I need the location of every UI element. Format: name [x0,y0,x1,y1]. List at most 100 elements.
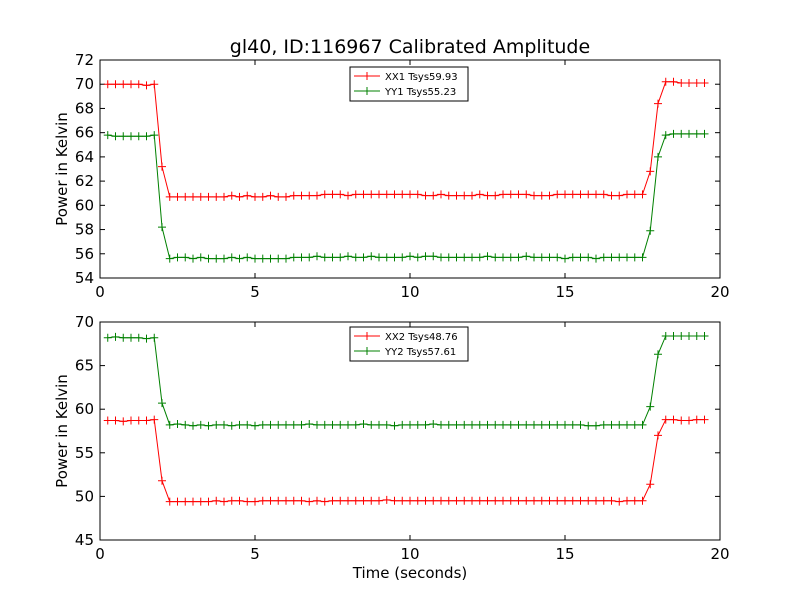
data-point [367,252,376,261]
data-point [452,253,461,262]
data-point [336,496,345,505]
data-point [599,253,608,262]
data-point [150,131,159,140]
data-point [654,431,662,440]
x-tick-label: 0 [95,283,105,301]
data-point [437,420,445,429]
data-point [685,331,693,340]
data-point [638,496,647,505]
data-point [359,496,368,505]
y-tick-label: 66 [75,124,94,142]
data-point [251,192,259,201]
data-point [367,420,376,429]
data-point [421,191,430,200]
data-point [661,77,670,86]
data-point [615,191,624,200]
data-point [429,496,438,505]
data-point [692,331,701,340]
data-point [289,496,298,505]
data-point [220,497,228,506]
data-point [320,190,329,199]
data-point [204,421,213,430]
data-point [189,497,197,506]
data-point [367,190,376,199]
data-point [599,420,608,429]
data-point [615,420,624,429]
data-point [235,496,244,505]
data-point [553,190,562,199]
data-point [220,254,228,263]
data-point [592,254,600,263]
data-point [328,420,337,429]
data-point [654,350,662,359]
data-point [103,416,112,425]
data-point [359,190,368,199]
y-tick-label: 56 [75,245,94,263]
data-point [638,253,647,262]
y-tick-label: 60 [75,196,94,214]
data-point [390,253,399,262]
data-point [623,190,631,199]
data-point [530,191,538,200]
y-tick-label: 70 [75,313,94,331]
data-point [468,496,476,505]
x-tick-label: 15 [555,283,574,301]
data-point [514,496,523,505]
data-point [111,332,120,341]
data-point [243,253,252,262]
data-point [305,497,314,506]
data-point [390,496,399,505]
data-point [623,496,631,505]
y-tick-label: 50 [75,487,94,505]
data-point [150,80,159,89]
data-point [227,421,236,430]
data-point [630,420,639,429]
data-point [421,420,430,429]
data-point [700,79,709,88]
data-point [429,252,438,261]
data-point [506,496,515,505]
data-point [359,253,368,262]
y-tick-label: 70 [75,75,94,93]
data-point [406,420,414,429]
data-point [654,152,662,161]
data-point [592,421,600,430]
data-point [289,420,298,429]
data-point [677,129,686,138]
data-point [165,192,174,201]
legend: XX1 Tsys59.93 YY1 Tsys55.23 [349,66,469,102]
data-point [127,132,135,141]
data-point [150,333,159,342]
data-point [475,253,484,262]
data-point [576,496,585,505]
data-point [576,253,585,262]
data-point [328,496,337,505]
data-point [553,496,562,505]
data-point [227,191,236,200]
data-point [359,420,368,429]
data-point [344,191,352,200]
data-point [351,253,360,262]
data-point [243,191,252,200]
data-point [491,496,500,505]
data-point [661,415,670,424]
y-axis-label: Power in Kelvin [53,374,71,488]
data-point [103,333,112,342]
data-point [460,496,469,505]
data-point [406,190,414,199]
data-point [506,420,515,429]
data-point [181,497,190,506]
data-point [530,420,538,429]
y-tick-label: 64 [75,148,94,166]
data-point [468,420,476,429]
data-point [522,420,531,429]
y-tick-label: 72 [75,51,94,69]
data-point [134,416,143,425]
data-point [545,420,554,429]
data-point [630,496,639,505]
data-point [320,253,329,262]
data-point [266,420,275,429]
data-point [142,416,151,425]
data-point [685,416,693,425]
data-point [561,496,569,505]
